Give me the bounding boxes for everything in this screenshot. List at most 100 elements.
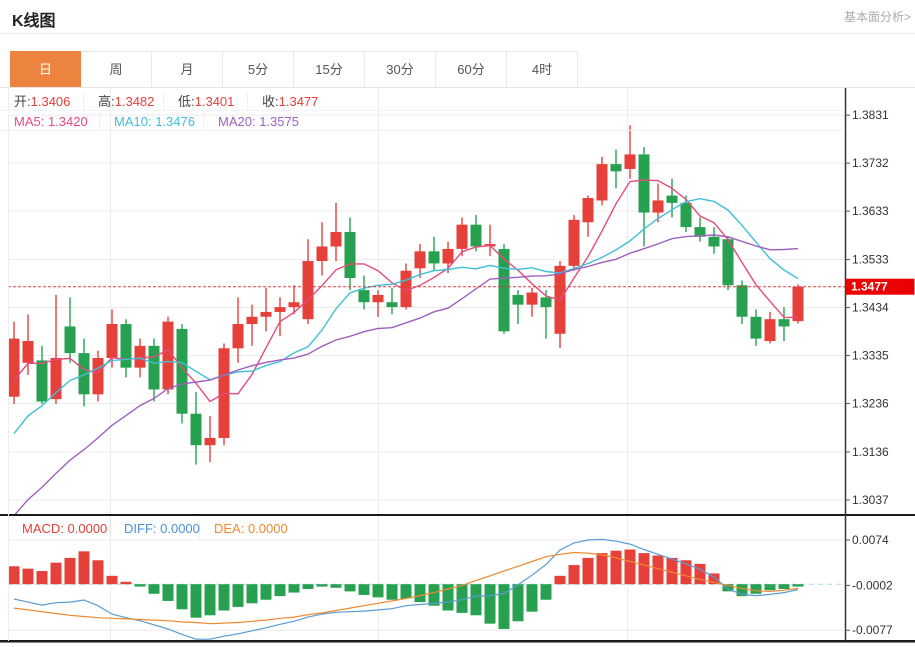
tab-60min[interactable]: 60分 [436, 51, 507, 87]
dea-line [13, 551, 799, 625]
macd-bar [638, 553, 650, 585]
macd-bar [372, 584, 384, 598]
macd-bar [358, 584, 370, 595]
candle-body [8, 338, 20, 397]
macd-bar [694, 563, 706, 585]
candle-body [512, 294, 524, 305]
candle-body [442, 248, 454, 264]
panel-separator [0, 514, 915, 516]
candle-body [526, 292, 538, 305]
candle-body [260, 311, 272, 317]
fundamental-analysis-link[interactable]: 基本面分析> [843, 10, 911, 24]
candle-body [330, 231, 342, 247]
candle-body [792, 286, 804, 322]
candle-body [372, 294, 384, 303]
low-readout: 低:1.3401 [164, 92, 248, 110]
candle-body [708, 236, 720, 247]
candle-body [134, 345, 146, 368]
diff-readout: DIFF: 0.0000 [110, 518, 200, 539]
macd-bar [36, 571, 48, 585]
ma-readout-row: MA5: 1.3420 MA10: 1.3476 MA20: 1.3575 [0, 112, 845, 131]
ohlc-readout-row: 开:1.3406 高:1.3482 低:1.3401 收:1.3477 [0, 92, 845, 111]
candle-body [92, 357, 104, 395]
candle-body [666, 195, 678, 203]
candle-body [120, 324, 132, 368]
macd-bar [50, 562, 62, 585]
chart-bottom-border [0, 640, 915, 643]
macd-tick-label: -0.0002 [852, 578, 893, 592]
price-tick-label: 1.3434 [852, 301, 889, 315]
price-tick-label: 1.3633 [852, 204, 889, 218]
candle-body [288, 302, 300, 308]
macd-bar [764, 584, 776, 591]
diff-line [13, 538, 799, 640]
macd-bar [386, 584, 398, 600]
price-tick-label: 1.3136 [852, 445, 889, 459]
tab-day[interactable]: 日 [10, 51, 81, 87]
candle-body [386, 302, 398, 308]
tab-30min[interactable]: 30分 [365, 51, 436, 87]
macd-bar [330, 584, 342, 588]
macd-bar [64, 557, 76, 585]
macd-bar [442, 584, 454, 611]
ma10-readout: MA10: 1.3476 [100, 112, 204, 130]
period-tabbar: 日 周 月 5分 15分 30分 60分 4时 [10, 51, 578, 87]
candle-body [750, 316, 762, 339]
macd-bar [512, 584, 524, 622]
macd-bar [400, 584, 412, 599]
macd-bar [708, 573, 720, 585]
candle-body [764, 319, 776, 342]
macd-bar [288, 584, 300, 593]
high-readout: 高:1.3482 [84, 92, 164, 110]
macd-bar [134, 584, 146, 587]
macd-bar [750, 584, 762, 594]
candle-body [568, 219, 580, 266]
macd-readout-row: MACD: 0.0000 DIFF: 0.0000 DEA: 0.0000 [0, 518, 845, 539]
tab-month[interactable]: 月 [152, 51, 223, 87]
candle-body [470, 224, 482, 247]
candle-body [722, 239, 734, 286]
candle-body [50, 357, 62, 400]
tab-5min[interactable]: 5分 [223, 51, 294, 87]
price-tick-label: 1.3335 [852, 349, 889, 363]
tab-15min[interactable]: 15分 [294, 51, 365, 87]
macd-bar [610, 550, 622, 585]
price-tick-label: 1.3732 [852, 156, 889, 170]
macd-bar [456, 584, 468, 613]
candle-body [106, 324, 118, 358]
macd-bar [568, 565, 580, 585]
candle-body [596, 164, 608, 201]
macd-bar [414, 584, 426, 603]
candle-body [344, 231, 356, 278]
macd-bar [778, 584, 790, 589]
tabbar-bottom-border [0, 87, 915, 88]
macd-bar [274, 584, 286, 597]
macd-bar [232, 584, 244, 607]
candle-body [176, 328, 188, 414]
candle-body [274, 307, 286, 312]
page-title: K线图 [12, 13, 56, 30]
candle-body [414, 251, 426, 269]
candle-body [610, 164, 622, 172]
macd-bar [680, 560, 692, 585]
candle-body [358, 290, 370, 303]
candle-body [204, 437, 216, 446]
header-divider [0, 33, 915, 34]
ma5-readout: MA5: 1.3420 [0, 112, 100, 130]
tab-week[interactable]: 周 [81, 51, 152, 87]
candle-body [680, 202, 692, 228]
price-tick-label: 1.3831 [852, 108, 889, 122]
macd-bar [78, 551, 90, 585]
macd-bar [470, 584, 482, 616]
ma5-line [13, 179, 799, 403]
macd-bar [736, 584, 748, 597]
macd-bar [204, 584, 216, 616]
current-price-tag [845, 278, 915, 295]
tab-4hour[interactable]: 4时 [507, 51, 578, 87]
dea-readout: DEA: 0.0000 [214, 521, 288, 536]
ma20-readout: MA20: 1.3575 [218, 114, 299, 129]
candle-body [36, 360, 48, 402]
candle-body [64, 326, 76, 354]
